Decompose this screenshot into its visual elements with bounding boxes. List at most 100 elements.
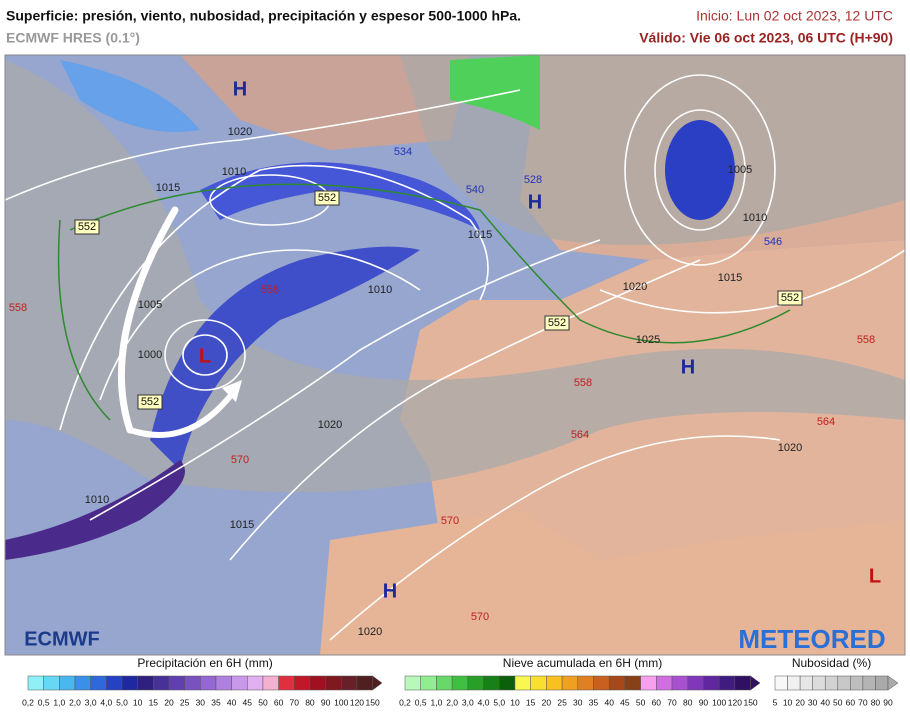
thickness-label: 558 [857,334,875,346]
legend-swatch [734,675,751,691]
thickness-box [314,190,340,206]
legend-swatch [718,675,736,691]
legend-tick: 1,0 [431,697,443,707]
legend-swatch [59,675,76,691]
isobars [5,74,905,641]
isobar-label: 1005 [728,164,752,176]
legend-swatch [687,675,704,691]
thickness-label: 570 [471,611,489,623]
legend-swatch [483,675,500,691]
legend-tick: 5,0 [493,697,505,707]
legend-swatch [546,675,563,691]
legend-tick: 30 [573,697,583,707]
legend-swatch [640,675,657,691]
legend-swatch [577,675,594,691]
isobar-label: 1015 [230,519,254,531]
thickness-label: 552 [781,292,799,304]
legend-tick: 45 [620,697,630,707]
isobar-label: 1015 [718,272,742,284]
thickness-label: 558 [574,377,592,389]
isobar-label: 1010 [222,166,246,178]
legend-tick: 10 [510,697,520,707]
legend-swatch [799,675,813,691]
legend-tick: 4,0 [478,697,490,707]
precip-band [150,246,420,470]
logo-ecmwf: ECMWF [24,628,100,650]
legend-tick: 10 [783,697,793,707]
thickness-label: 552 [78,221,96,233]
legend-swatch [153,675,170,691]
high-label: H [383,580,397,602]
legend-swatch [774,675,788,691]
legend-swatch [106,675,123,691]
legend-tick: 35 [211,697,221,707]
model: ECMWF HRES (0.1°) [6,30,140,46]
legend-swatch [703,675,720,691]
precip-band [60,60,200,132]
legend-arrow [372,675,383,691]
legend-tick: 100 [334,697,348,707]
isobar-label: 1005 [138,299,162,311]
legend-swatch [137,675,154,691]
thickness-label: 534 [394,146,412,158]
legend-tick: 120 [350,697,364,707]
flow-arrow-head [222,380,242,402]
legend-tick: 15 [526,697,536,707]
legend-tick: 40 [227,697,237,707]
isobar-label: 1015 [156,182,180,194]
flow-arrow [118,206,179,434]
isobar-label: 1010 [85,494,109,506]
legend-title: Precipitación en 6H (mm) [137,656,272,670]
legend-swatch [247,675,264,691]
legend-tick: 5 [773,697,778,707]
thickness-label: 564 [817,416,835,428]
map-frame [4,54,906,656]
legend-swatch [262,675,279,691]
legend-tick: 40 [820,697,830,707]
legend-tick: 4,0 [100,697,112,707]
legend-swatch [90,675,107,691]
legend-swatch [850,675,864,691]
legend-swatch [467,675,484,691]
legend-tick: 3,0 [462,697,474,707]
legend-tick: 60 [274,697,284,707]
isobar-label: 1020 [358,626,382,638]
legend-swatch [231,675,248,691]
legend-arrow [887,675,899,691]
legend-tick: 30 [196,697,206,707]
legend-swatch [168,675,185,691]
legend-swatch [812,675,826,691]
legend-swatch [593,675,610,691]
precip-band [200,162,480,230]
legend-swatch [787,675,801,691]
legend-tick: 15 [149,697,159,707]
legend-title: Nubosidad (%) [792,656,871,670]
legend-swatch [420,675,437,691]
legend-tick: 0,2 [399,697,411,707]
isobar-label: 1020 [623,281,647,293]
legend-tick: 90 [699,697,709,707]
legend-tick: 90 [883,697,893,707]
legend-swatch [862,675,876,691]
legend-tick: 20 [542,697,552,707]
legend-tick: 5,0 [116,697,128,707]
legend-title: Nieve acumulada en 6H (mm) [503,656,662,670]
high-label: H [681,356,695,378]
thickness-label: 552 [548,317,566,329]
legend-swatch [121,675,138,691]
legend-tick: 80 [683,697,693,707]
legend-tick: 150 [743,697,757,707]
legend-tick: 0,5 [38,697,50,707]
high-label: H [528,191,542,213]
legend-swatch [608,675,626,691]
legend-tick: 10 [133,697,143,707]
init-time: Inicio: Lun 02 oct 2023, 12 UTC [696,8,893,24]
flow-arrow [129,388,238,438]
thickness-box [74,219,100,235]
isobar-label: 1015 [468,229,492,241]
thickness-label: 570 [231,454,249,466]
legend-tick: 1,0 [53,697,65,707]
legend-tick: 60 [652,697,662,707]
valid-time: Válido: Vie 06 oct 2023, 06 UTC (H+90) [639,30,893,46]
legend-tick: 30 [808,697,818,707]
